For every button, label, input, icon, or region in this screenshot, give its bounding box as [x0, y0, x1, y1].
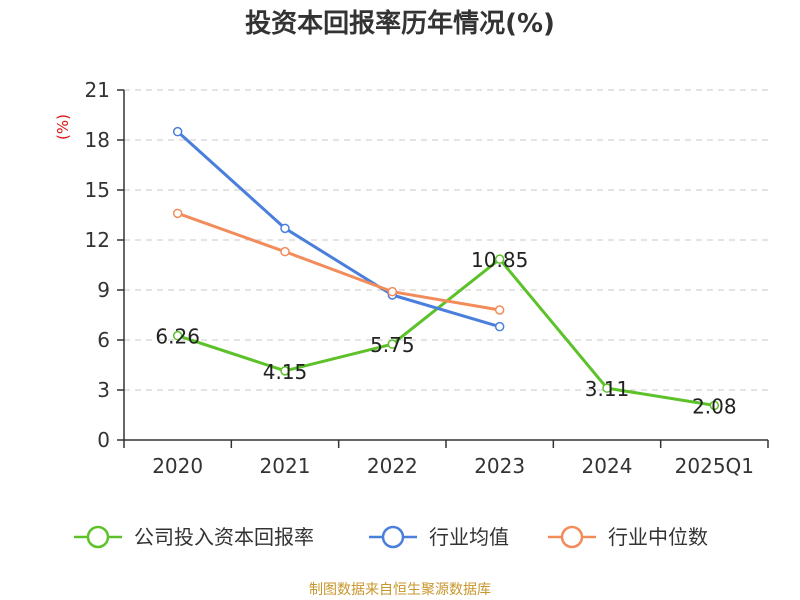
series-0-line	[177, 257, 715, 407]
legend-swatch-marker	[86, 525, 110, 549]
y-tick-label: 3	[97, 378, 110, 402]
legend-label: 公司投入资本回报率	[134, 525, 314, 549]
y-axis-unit: (%)	[54, 114, 72, 140]
series-2-point	[280, 246, 290, 257]
data-label: 2.08	[692, 394, 737, 418]
series-1-point	[494, 321, 505, 332]
x-tick-label: 2020	[152, 454, 203, 478]
data-labels: 6.26 4.15 5.75 10.85 3.11 2.08	[155, 248, 736, 418]
y-tick-label: 12	[85, 228, 110, 252]
grid-lines	[124, 89, 768, 391]
legend-swatch-marker	[560, 525, 584, 549]
series-2-point	[172, 208, 183, 219]
series-2-point	[494, 305, 505, 315]
series-0-point	[387, 339, 398, 349]
legend: 公司投入资本回报率 行业均值 行业中位数	[74, 525, 708, 549]
series-0-point	[172, 330, 183, 341]
series-1-point	[280, 223, 290, 234]
axes	[117, 89, 769, 448]
legend-label: 行业均值	[429, 525, 509, 549]
legend-item-0: 公司投入资本回报率	[74, 525, 314, 549]
series-0-point	[280, 366, 290, 376]
legend-label: 行业中位数	[608, 525, 708, 549]
y-tick-label: 9	[97, 278, 110, 302]
x-tick-label: 2022	[367, 454, 418, 478]
series-0-point	[602, 383, 612, 393]
x-tick-label: 2024	[582, 454, 633, 478]
legend-swatch-marker	[381, 525, 405, 549]
x-tick-label: 2025Q1	[675, 454, 754, 478]
y-tick-labels: 0 3 6 9 12 15 18 21	[85, 78, 110, 452]
y-tick-label: 18	[85, 128, 110, 152]
legend-item-1: 行业均值	[369, 525, 509, 549]
x-tick-label: 2021	[260, 454, 311, 478]
data-label: 4.15	[263, 360, 308, 384]
data-label: 5.75	[370, 333, 415, 357]
source-note: 制图数据来自恒生聚源数据库	[309, 582, 491, 598]
y-tick-label: 0	[97, 428, 110, 452]
series-0-point	[494, 254, 505, 264]
legend-item-2: 行业中位数	[548, 525, 708, 549]
series-2-point	[387, 286, 398, 297]
data-label: 3.11	[585, 377, 630, 401]
x-tick-labels: 2020 2021 2022 2023 2024 2025Q1	[152, 454, 754, 478]
series-2-line	[177, 211, 500, 312]
series-1-line	[176, 130, 501, 329]
y-tick-label: 15	[85, 178, 110, 202]
chart-title: 投资本回报率历年情况(%)	[245, 8, 555, 39]
x-tick-label: 2023	[474, 454, 525, 478]
y-tick-label: 21	[85, 78, 110, 102]
series-1-point	[172, 126, 183, 137]
series-0-point	[709, 400, 720, 411]
data-label: 6.26	[155, 325, 200, 349]
data-label: 10.85	[471, 248, 528, 272]
y-tick-label: 6	[97, 328, 110, 352]
series-lines	[172, 126, 720, 411]
